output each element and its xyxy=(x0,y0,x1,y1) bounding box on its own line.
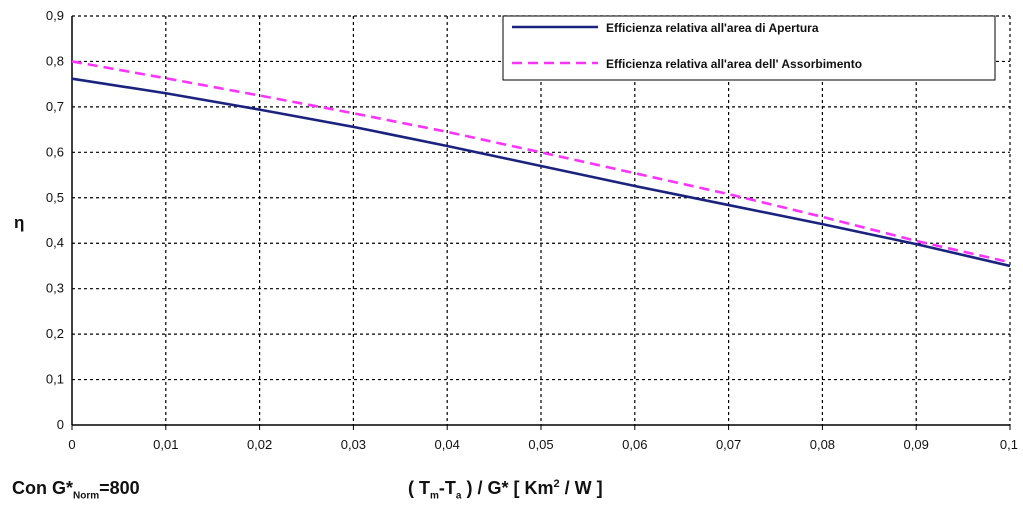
x-tick-label: 0,01 xyxy=(153,437,178,452)
grid xyxy=(72,15,1011,425)
xlabel-open: ( T xyxy=(408,478,430,498)
xlabel-sub-m: m xyxy=(430,490,439,502)
series-layer xyxy=(71,60,1011,268)
xlabel-close: / W ] xyxy=(559,478,603,498)
x-tick-label: 0 xyxy=(68,437,75,452)
x-tick-label: 0,04 xyxy=(435,437,460,452)
y-tick-label: 0,5 xyxy=(46,190,64,205)
xlabel-mid: -T xyxy=(438,478,456,498)
legend-label-assorbimento: Efficienza relativa all'area dell' Assor… xyxy=(606,57,862,71)
y-tick-label: 0,9 xyxy=(46,8,64,23)
x-tick-label: 0,1 xyxy=(1000,437,1018,452)
xlabel-sub-a: a xyxy=(455,490,462,502)
x-tick-label: 0,05 xyxy=(528,437,553,452)
y-tick-label: 0,1 xyxy=(46,372,64,387)
y-tick-label: 0,3 xyxy=(46,281,64,296)
y-tick-label: 0,4 xyxy=(46,235,64,250)
x-tick-label: 0,03 xyxy=(341,437,366,452)
y-tick-labels: 0 0,1 0,2 0,3 0,4 0,5 0,6 0,7 0,8 0,9 xyxy=(46,8,64,432)
y-tick-label: 0 xyxy=(57,417,64,432)
series-line-apertura xyxy=(71,77,1011,268)
y-tick-label: 0,2 xyxy=(46,326,64,341)
y-tick-label: 0,6 xyxy=(46,144,64,159)
condition-prefix: Con G* xyxy=(12,478,73,498)
x-tick-label: 0,06 xyxy=(622,437,647,452)
legend: Efficienza relativa all'area di Apertura… xyxy=(502,15,996,81)
condition-sub: Norm xyxy=(73,490,100,502)
x-axis-label: ( Tm-Ta ) / G* [ Km2 / W ] xyxy=(408,478,603,502)
legend-label-apertura: Efficienza relativa all'area di Apertura xyxy=(606,21,819,35)
x-tick-label: 0,09 xyxy=(904,437,929,452)
x-tick-labels: 0 0,01 0,02 0,03 0,04 0,05 0,06 0,07 0,08 0,09 0,1 xyxy=(68,425,1018,452)
y-axis-label: η xyxy=(14,213,24,232)
x-tick-label: 0,02 xyxy=(247,437,272,452)
x-tick-label: 0,08 xyxy=(810,437,835,452)
x-tick-label: 0,07 xyxy=(716,437,741,452)
xlabel-after: ) / G* [ Km xyxy=(461,478,554,498)
condition-label: Con G*Norm=800 xyxy=(12,478,140,502)
y-tick-label: 0,8 xyxy=(46,53,64,68)
condition-suffix: =800 xyxy=(99,478,140,498)
y-tick-label: 0,7 xyxy=(46,99,64,114)
xlabel-sup: 2 xyxy=(553,478,560,490)
